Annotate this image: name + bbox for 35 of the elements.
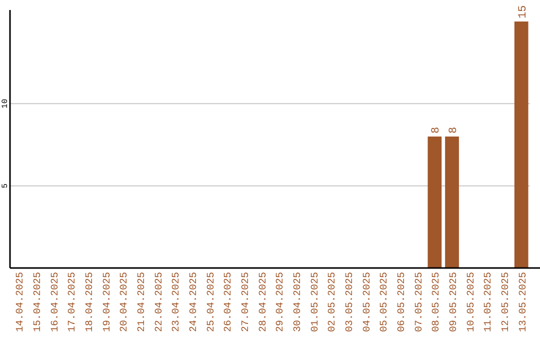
x-tick-label: 17.04.2025 <box>68 272 79 332</box>
x-tick-label: 19.04.2025 <box>102 272 114 332</box>
data-label: 15 <box>517 5 530 19</box>
x-tick-label: 21.04.2025 <box>137 272 148 332</box>
x-tick-label: 23.04.2025 <box>172 272 183 332</box>
y-tick-label: 5 <box>1 183 10 188</box>
x-tick-label: 14.04.2025 <box>16 272 27 332</box>
x-tick-label: 03.05.2025 <box>345 272 356 332</box>
x-tick-label: 07.05.2025 <box>414 272 426 332</box>
x-tick-label: 16.04.2025 <box>50 272 62 332</box>
x-tick-label: 04.05.2025 <box>362 272 374 332</box>
x-tick-label: 25.04.2025 <box>206 272 218 332</box>
data-label: 8 <box>430 126 443 134</box>
x-tick-label: 02.05.2025 <box>328 272 339 332</box>
x-tick-label: 29.04.2025 <box>276 272 287 332</box>
data-label: 8 <box>448 126 460 134</box>
x-tick-label: 18.04.2025 <box>85 272 96 332</box>
x-tick-label: 20.04.2025 <box>120 272 131 332</box>
x-tick-label: 08.05.2025 <box>432 272 443 332</box>
x-tick-label: 01.05.2025 <box>310 272 322 332</box>
x-tick-label: 28.04.2025 <box>258 272 270 332</box>
x-tick-label: 27.04.2025 <box>241 272 252 332</box>
x-tick-label: 15.04.2025 <box>33 272 44 332</box>
x-tick-label: 13.05.2025 <box>518 272 530 332</box>
x-tick-label: 09.05.2025 <box>449 272 460 332</box>
x-tick-label: 12.05.2025 <box>501 272 512 332</box>
x-tick-label: 06.05.2025 <box>397 272 408 332</box>
x-tick-label: 11.05.2025 <box>484 272 495 332</box>
x-tick-label: 22.04.2025 <box>154 272 166 332</box>
y-tick-label: 10 <box>1 98 10 108</box>
x-tick-label: 26.04.2025 <box>224 272 235 332</box>
x-tick-label: 24.04.2025 <box>189 272 200 332</box>
x-tick-label: 30.04.2025 <box>293 272 304 332</box>
x-tick-label: 10.05.2025 <box>466 272 478 332</box>
x-tick-label: 05.05.2025 <box>380 272 391 332</box>
